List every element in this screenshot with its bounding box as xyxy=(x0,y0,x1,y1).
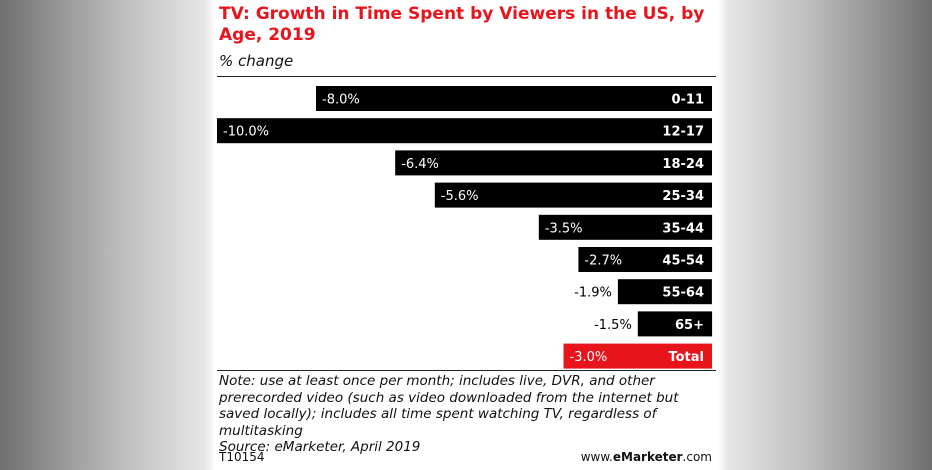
value-label: -5.6% xyxy=(441,189,479,204)
bar-55-64 xyxy=(617,279,712,305)
category-label: 0-11 xyxy=(671,93,704,108)
bar-chart: 0-11 -8.0% 12-17 -10.0% 18-24 -6.4% 25-34 -5.6%… xyxy=(217,86,713,369)
top-divider xyxy=(217,76,716,77)
bar-18-24 xyxy=(395,150,712,176)
value-label: -1.9% xyxy=(574,286,612,301)
bar-45-54 xyxy=(578,247,713,272)
category-label: 65+ xyxy=(675,318,704,333)
category-label: 18-24 xyxy=(662,157,704,172)
bar-Total xyxy=(563,343,712,369)
value-label: -10.0% xyxy=(223,125,269,140)
bar-0-11 xyxy=(316,86,712,111)
site-prefix: www. xyxy=(580,450,613,464)
category-label: 55-64 xyxy=(662,286,704,301)
chart-code: T10154 xyxy=(219,450,265,464)
value-label: -1.5% xyxy=(594,318,632,333)
note-text: Note: use at least once per month; inclu… xyxy=(219,373,679,439)
site-suffix: .com xyxy=(682,450,712,464)
value-label: -3.0% xyxy=(570,350,608,365)
site-brand: eMarketer xyxy=(612,450,683,464)
chart-title: TV: Growth in Time Spent by Viewers in t… xyxy=(219,4,705,45)
bar-25-34 xyxy=(434,182,712,208)
site-link[interactable]: www.eMarketer.com xyxy=(581,450,712,464)
value-label: -6.4% xyxy=(401,157,439,172)
category-label: 25-34 xyxy=(662,189,704,204)
value-label: -3.5% xyxy=(545,221,583,236)
chart-subtitle: % change xyxy=(219,52,294,70)
category-label: Total xyxy=(668,350,704,365)
category-label: 45-54 xyxy=(662,254,704,269)
source-text: Source: eMarketer, April 2019 xyxy=(219,439,421,455)
bottom-divider xyxy=(217,370,716,371)
bar-65+ xyxy=(637,311,713,337)
chart-card: TV: Growth in Time Spent by Viewers in t… xyxy=(215,0,718,470)
bar-12-17 xyxy=(217,118,712,144)
bar-35-44 xyxy=(538,214,713,240)
category-label: 35-44 xyxy=(662,221,704,236)
value-label: -2.7% xyxy=(584,254,622,269)
category-label: 12-17 xyxy=(662,125,704,140)
chart-note: Note: use at least once per month; inclu… xyxy=(219,373,714,456)
value-label: -8.0% xyxy=(322,93,360,108)
